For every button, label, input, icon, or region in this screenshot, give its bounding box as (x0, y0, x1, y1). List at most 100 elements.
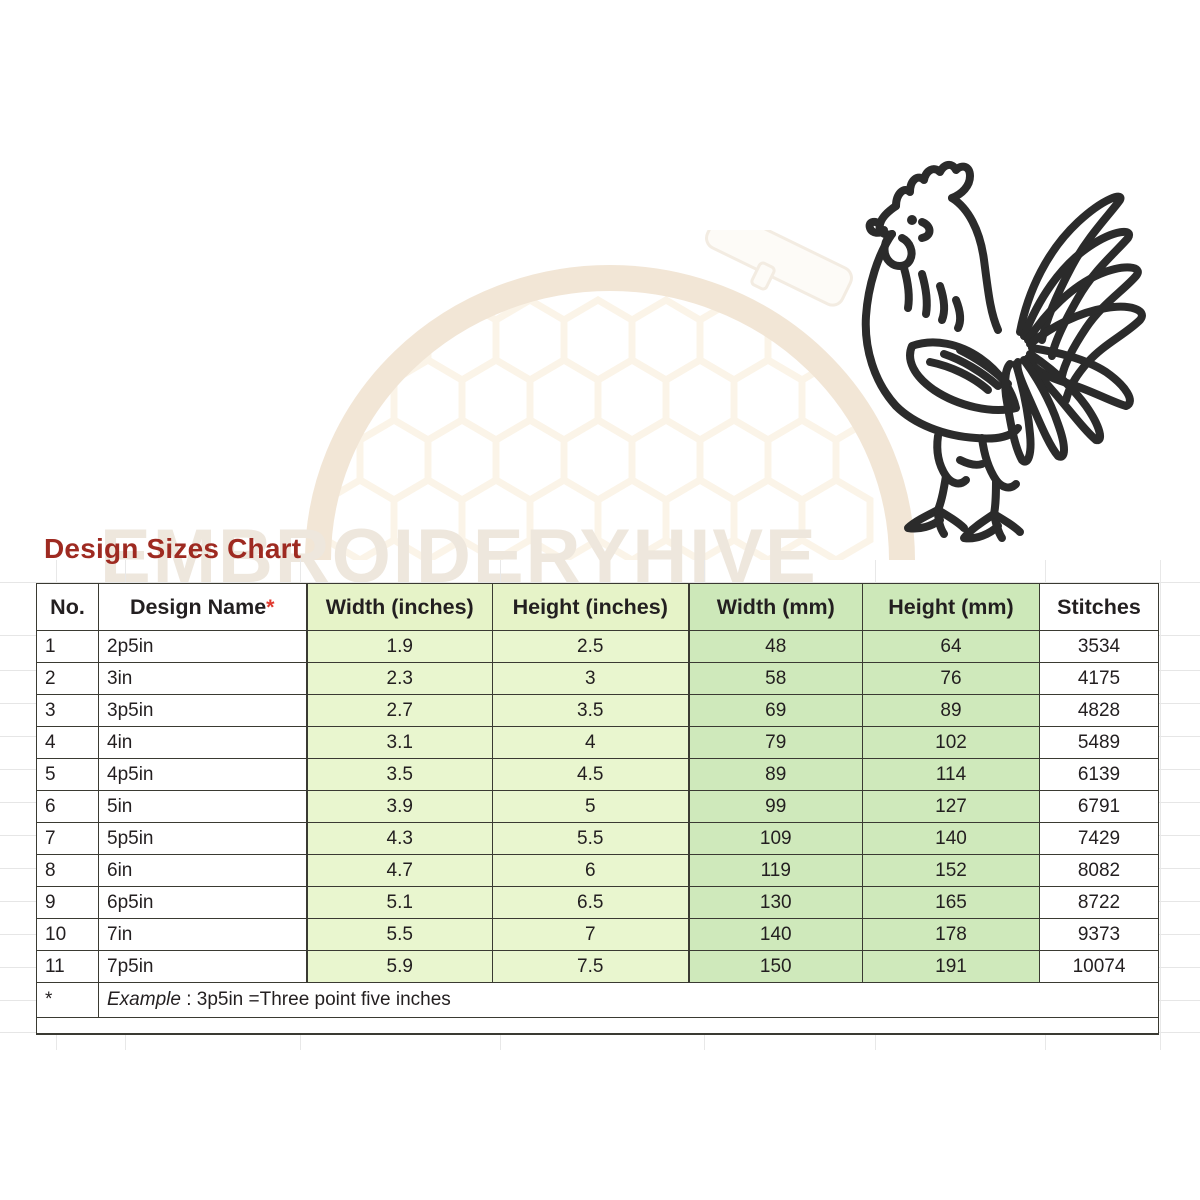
cell-no: 10 (36, 918, 99, 951)
cell-width-mm: 48 (687, 630, 863, 663)
cell-design-name: 4in (98, 726, 307, 759)
footnote-marker: * (36, 982, 99, 1018)
cell-stitches: 9373 (1039, 918, 1159, 951)
required-asterisk: * (266, 595, 275, 619)
cell-no: 9 (36, 886, 99, 919)
table-header-row: No. Design Name* Width (inches) Height (… (36, 583, 1159, 631)
cell-width-mm: 69 (687, 694, 863, 727)
cell-stitches: 4828 (1039, 694, 1159, 727)
table-row: 5 4p5in 3.5 4.5 89 114 6139 (36, 758, 1159, 791)
cell-width-mm: 109 (687, 822, 863, 855)
cell-no: 11 (36, 950, 99, 983)
cell-stitches: 6791 (1039, 790, 1159, 823)
cell-width-mm: 150 (687, 950, 863, 983)
table-row: 2 3in 2.3 3 58 76 4175 (36, 662, 1159, 695)
header-height-inches: Height (inches) (492, 583, 689, 631)
table-row: 6 5in 3.9 5 99 127 6791 (36, 790, 1159, 823)
footnote-row: * Example : 3p5in =Three point five inche… (36, 982, 1159, 1018)
header-height-mm: Height (mm) (862, 583, 1040, 631)
cell-height-inches: 3 (492, 662, 689, 695)
cell-stitches: 10074 (1039, 950, 1159, 983)
footnote-label: Example (107, 989, 181, 1010)
cell-height-mm: 102 (862, 726, 1040, 759)
cell-design-name: 6in (98, 854, 307, 887)
header-width-inches: Width (inches) (305, 583, 493, 631)
cell-height-mm: 76 (862, 662, 1040, 695)
cell-design-name: 2p5in (98, 630, 307, 663)
cell-width-inches: 5.9 (305, 950, 493, 983)
cell-no: 2 (36, 662, 99, 695)
table-bottom-edge-cell (36, 1017, 1159, 1035)
cell-width-mm: 99 (687, 790, 863, 823)
cell-stitches: 8082 (1039, 854, 1159, 887)
cell-width-inches: 5.1 (305, 886, 493, 919)
table-row: 11 7p5in 5.9 7.5 150 191 10074 (36, 950, 1159, 983)
cell-height-inches: 7.5 (492, 950, 689, 983)
embroidery-hoop-watermark-icon (300, 209, 920, 573)
cell-stitches: 3534 (1039, 630, 1159, 663)
cell-height-inches: 5 (492, 790, 689, 823)
cell-design-name: 3in (98, 662, 307, 695)
table-row: 8 6in 4.7 6 119 152 8082 (36, 854, 1159, 887)
cell-width-inches: 1.9 (305, 630, 493, 663)
header-no: No. (36, 583, 99, 631)
cell-design-name: 4p5in (98, 758, 307, 791)
cell-no: 7 (36, 822, 99, 855)
cell-design-name: 3p5in (98, 694, 307, 727)
cell-height-inches: 4.5 (492, 758, 689, 791)
cell-width-inches: 4.7 (305, 854, 493, 887)
cell-design-name: 7p5in (98, 950, 307, 983)
cell-height-inches: 4 (492, 726, 689, 759)
cell-width-inches: 4.3 (305, 822, 493, 855)
page-title: Design Sizes Chart (44, 533, 302, 564)
cell-height-inches: 2.5 (492, 630, 689, 663)
cell-height-mm: 64 (862, 630, 1040, 663)
cell-no: 3 (36, 694, 99, 727)
table-row: 7 5p5in 4.3 5.5 109 140 7429 (36, 822, 1159, 855)
cell-width-inches: 3.5 (305, 758, 493, 791)
cell-width-inches: 2.7 (305, 694, 493, 727)
cell-height-mm: 140 (862, 822, 1040, 855)
cell-width-mm: 79 (687, 726, 863, 759)
cell-height-mm: 165 (862, 886, 1040, 919)
cell-no: 8 (36, 854, 99, 887)
table-row: 10 7in 5.5 7 140 178 9373 (36, 918, 1159, 951)
cell-height-mm: 127 (862, 790, 1040, 823)
header-design-name: Design Name* (98, 583, 307, 631)
table-bottom-edge-row (36, 1017, 1159, 1035)
cell-width-mm: 89 (687, 758, 863, 791)
cell-no: 6 (36, 790, 99, 823)
cell-width-mm: 58 (687, 662, 863, 695)
cell-height-mm: 152 (862, 854, 1040, 887)
table-row: 1 2p5in 1.9 2.5 48 64 3534 (36, 630, 1159, 663)
cell-design-name: 6p5in (98, 886, 307, 919)
cell-width-inches: 3.1 (305, 726, 493, 759)
design-sizes-table: No. Design Name* Width (inches) Height (… (36, 583, 1159, 1035)
cell-height-mm: 89 (862, 694, 1040, 727)
cell-height-inches: 3.5 (492, 694, 689, 727)
table-row: 4 4in 3.1 4 79 102 5489 (36, 726, 1159, 759)
cell-stitches: 4175 (1039, 662, 1159, 695)
header-stitches: Stitches (1039, 583, 1159, 631)
cell-height-inches: 5.5 (492, 822, 689, 855)
cell-width-inches: 5.5 (305, 918, 493, 951)
cell-stitches: 7429 (1039, 822, 1159, 855)
table-row: 9 6p5in 5.1 6.5 130 165 8722 (36, 886, 1159, 919)
header-width-mm: Width (mm) (687, 583, 863, 631)
cell-no: 1 (36, 630, 99, 663)
cell-design-name: 5in (98, 790, 307, 823)
cell-width-mm: 140 (687, 918, 863, 951)
cell-stitches: 8722 (1039, 886, 1159, 919)
cell-width-inches: 3.9 (305, 790, 493, 823)
cell-height-inches: 7 (492, 918, 689, 951)
cell-width-mm: 130 (687, 886, 863, 919)
cell-stitches: 6139 (1039, 758, 1159, 791)
cell-stitches: 5489 (1039, 726, 1159, 759)
cell-height-mm: 178 (862, 918, 1040, 951)
cell-design-name: 5p5in (98, 822, 307, 855)
cell-height-mm: 114 (862, 758, 1040, 791)
cell-width-mm: 119 (687, 854, 863, 887)
design-sizes-table-wrapper: No. Design Name* Width (inches) Height (… (36, 583, 1159, 1035)
cell-design-name: 7in (98, 918, 307, 951)
